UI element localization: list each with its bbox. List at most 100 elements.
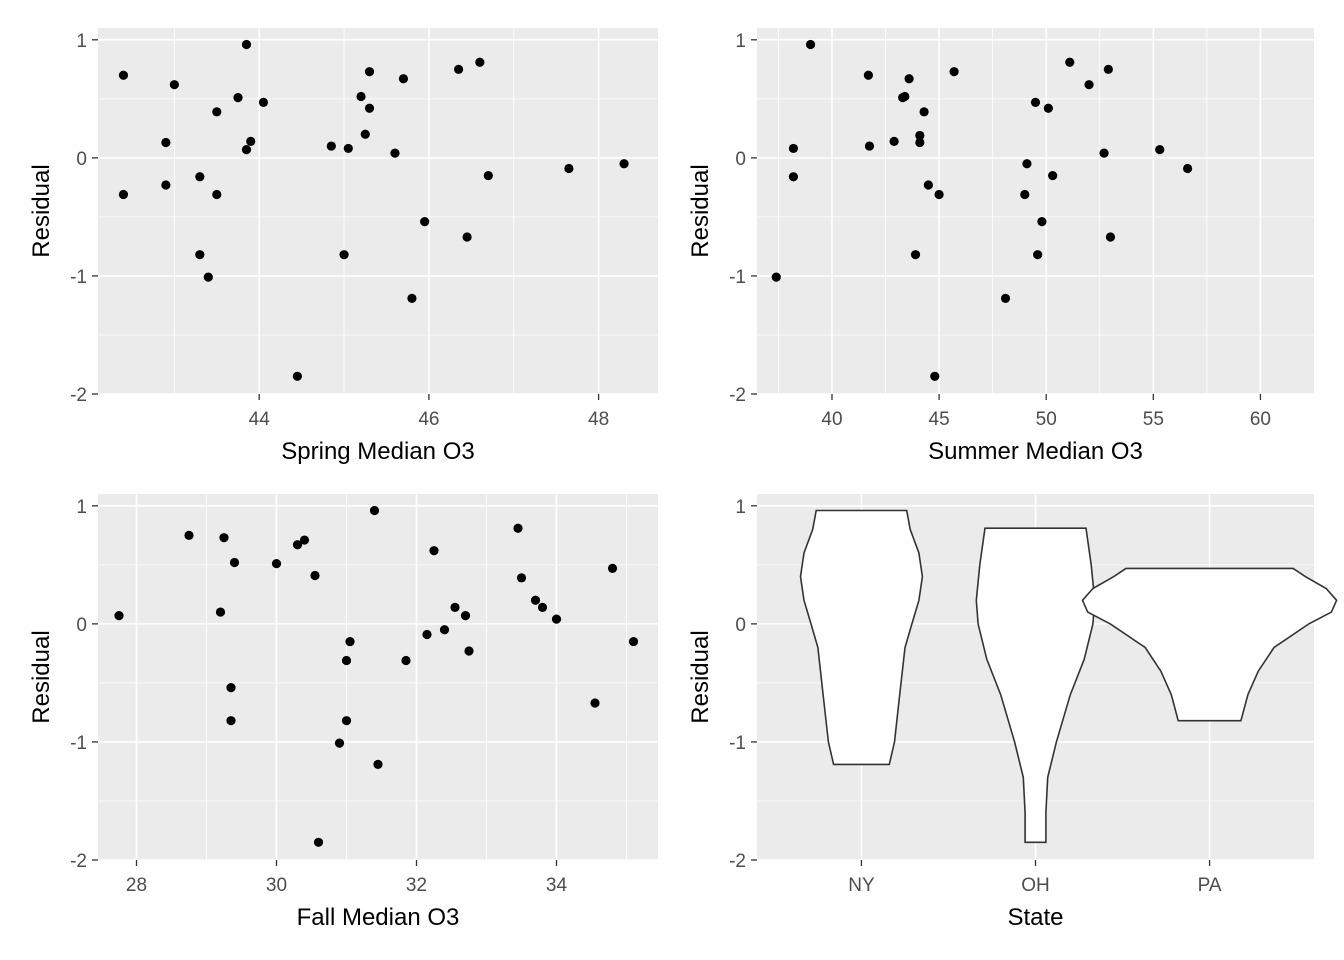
data-point [454, 64, 464, 74]
data-point [118, 70, 129, 80]
y-tick-label: -1 [729, 267, 746, 288]
data-point [864, 141, 875, 151]
data-point [226, 716, 236, 726]
data-point [1000, 293, 1011, 303]
x-tick-label: PA [1198, 875, 1222, 896]
data-point [771, 272, 781, 282]
x-tick-label: OH [1021, 875, 1050, 896]
violin-oh [975, 527, 1096, 844]
y-axis-title: Residual [28, 630, 55, 723]
data-point [537, 602, 548, 612]
data-point [564, 163, 574, 174]
y-tick-label: -1 [70, 733, 87, 754]
data-point [1043, 103, 1053, 113]
data-point [1065, 57, 1075, 67]
data-point [195, 250, 205, 260]
data-point [934, 189, 944, 200]
data-point [1155, 145, 1165, 155]
x-tick-label: 30 [266, 875, 287, 896]
data-point [788, 143, 799, 154]
y-tick-label: 1 [76, 31, 87, 52]
x-tick-label: 32 [406, 875, 427, 896]
data-point [1105, 232, 1116, 242]
data-point [462, 232, 472, 242]
data-point [114, 611, 124, 621]
data-point [246, 136, 256, 146]
data-point [219, 533, 229, 543]
data-point [341, 655, 352, 666]
x-tick-label: 44 [249, 409, 271, 430]
data-point [930, 371, 940, 381]
data-point [310, 570, 320, 581]
data-point [619, 159, 629, 169]
data-point [292, 371, 302, 381]
data-point [390, 148, 400, 158]
data-point [215, 607, 226, 617]
data-point [334, 738, 345, 748]
x-tick-label: 55 [1143, 409, 1164, 430]
data-point [233, 93, 243, 103]
summer-panel: -2 -1 0 1 40 45 50 55 60 Summer Median O3 Residual [687, 28, 1314, 465]
data-point [1048, 170, 1058, 181]
x-tick-label: 60 [1250, 409, 1271, 430]
data-point [345, 636, 355, 647]
fall-panel: -2 -1 0 1 28 30 32 34 Fall Median O3 Residual [28, 494, 658, 931]
x-tick-label: NY [848, 875, 875, 896]
y-tick-label: 1 [735, 497, 746, 518]
data-point [226, 683, 236, 693]
y-tick-label: -2 [70, 851, 87, 872]
y-tick-label: -1 [70, 267, 87, 288]
data-point [373, 759, 383, 769]
panel-background [98, 494, 658, 860]
data-point [241, 39, 252, 50]
x-tick-label: 28 [126, 875, 147, 896]
data-point [460, 611, 471, 621]
data-point [788, 172, 799, 182]
data-point [900, 91, 910, 102]
x-tick-label: 34 [546, 875, 568, 896]
data-point [299, 535, 310, 545]
data-point [212, 189, 222, 200]
data-point [513, 523, 523, 533]
data-point [422, 629, 432, 640]
data-point [889, 136, 899, 146]
data-point [1099, 148, 1109, 158]
data-point [475, 57, 485, 67]
y-tick-label: 1 [76, 497, 87, 518]
data-point [292, 540, 303, 550]
data-point [341, 716, 352, 726]
state-panel: -2 -1 0 1 NY OH PA State Residual [687, 494, 1338, 931]
data-point [439, 625, 450, 635]
data-point [516, 573, 527, 583]
data-point [195, 172, 205, 182]
data-point [407, 293, 417, 303]
data-point [915, 130, 925, 141]
panel-background [757, 28, 1314, 394]
data-point [420, 217, 430, 227]
data-point [203, 272, 213, 282]
y-tick-label: -2 [729, 851, 746, 872]
data-point [343, 143, 353, 154]
data-point [904, 74, 914, 84]
data-point [628, 636, 639, 647]
x-axis-title: Spring Median O3 [281, 438, 474, 465]
violin-pa [1081, 567, 1338, 722]
data-point [915, 137, 925, 148]
data-point [258, 97, 269, 107]
y-axis-title: Residual [28, 164, 55, 257]
data-point [118, 189, 129, 200]
data-point [229, 557, 240, 568]
y-tick-label: 0 [735, 615, 746, 636]
data-point [805, 39, 816, 50]
data-point [483, 170, 493, 181]
y-tick-label: -2 [70, 385, 87, 406]
data-point [364, 103, 375, 113]
data-point [184, 530, 194, 540]
y-tick-label: 1 [735, 31, 746, 52]
data-point [271, 559, 282, 569]
data-point [464, 646, 474, 656]
x-tick-label: 48 [588, 409, 609, 430]
data-point [313, 837, 324, 847]
data-point [1022, 159, 1032, 169]
